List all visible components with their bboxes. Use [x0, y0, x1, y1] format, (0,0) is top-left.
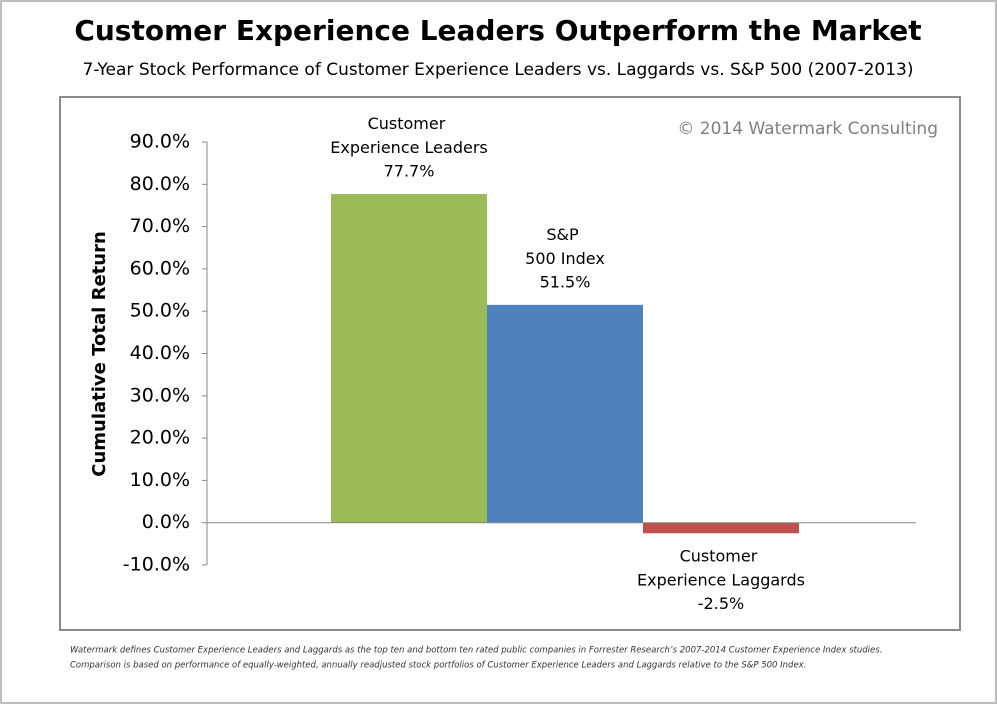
bar: [643, 522, 799, 534]
category-label: S&P 500 Index: [525, 224, 605, 267]
y-tick-label: -10.0%: [123, 554, 190, 576]
watermark: © 2014 Watermark Consulting: [677, 119, 938, 139]
y-tick-label: 90.0%: [130, 131, 190, 153]
value-label: 77.7%: [384, 162, 435, 181]
y-tick-label: 40.0%: [130, 342, 190, 364]
category-label: Customer Experience Laggards: [637, 546, 805, 589]
category-label: Customer Experience Leaders: [330, 114, 488, 157]
y-tick-label: 80.0%: [130, 173, 190, 195]
y-tick-label: 60.0%: [130, 257, 190, 279]
bar: [487, 304, 643, 523]
y-tick-label: 10.0%: [130, 469, 190, 491]
y-axis-label: Cumulative Total Return: [89, 231, 110, 477]
value-label: -2.5%: [698, 594, 744, 613]
y-tick-label: 70.0%: [130, 215, 190, 237]
y-tick-label: 30.0%: [130, 384, 190, 406]
footnote: Watermark defines Customer Experience Le…: [70, 646, 882, 656]
chart-title: Customer Experience Leaders Outperform t…: [74, 14, 921, 47]
footnote: Comparison is based on performance of eq…: [70, 661, 806, 671]
bar: [331, 194, 487, 523]
chart-subtitle: 7-Year Stock Performance of Customer Exp…: [83, 60, 914, 80]
value-label: 51.5%: [540, 272, 591, 291]
y-tick-label: 20.0%: [130, 427, 190, 449]
y-tick-label: 50.0%: [130, 300, 190, 322]
y-tick-label: 0.0%: [142, 511, 190, 533]
